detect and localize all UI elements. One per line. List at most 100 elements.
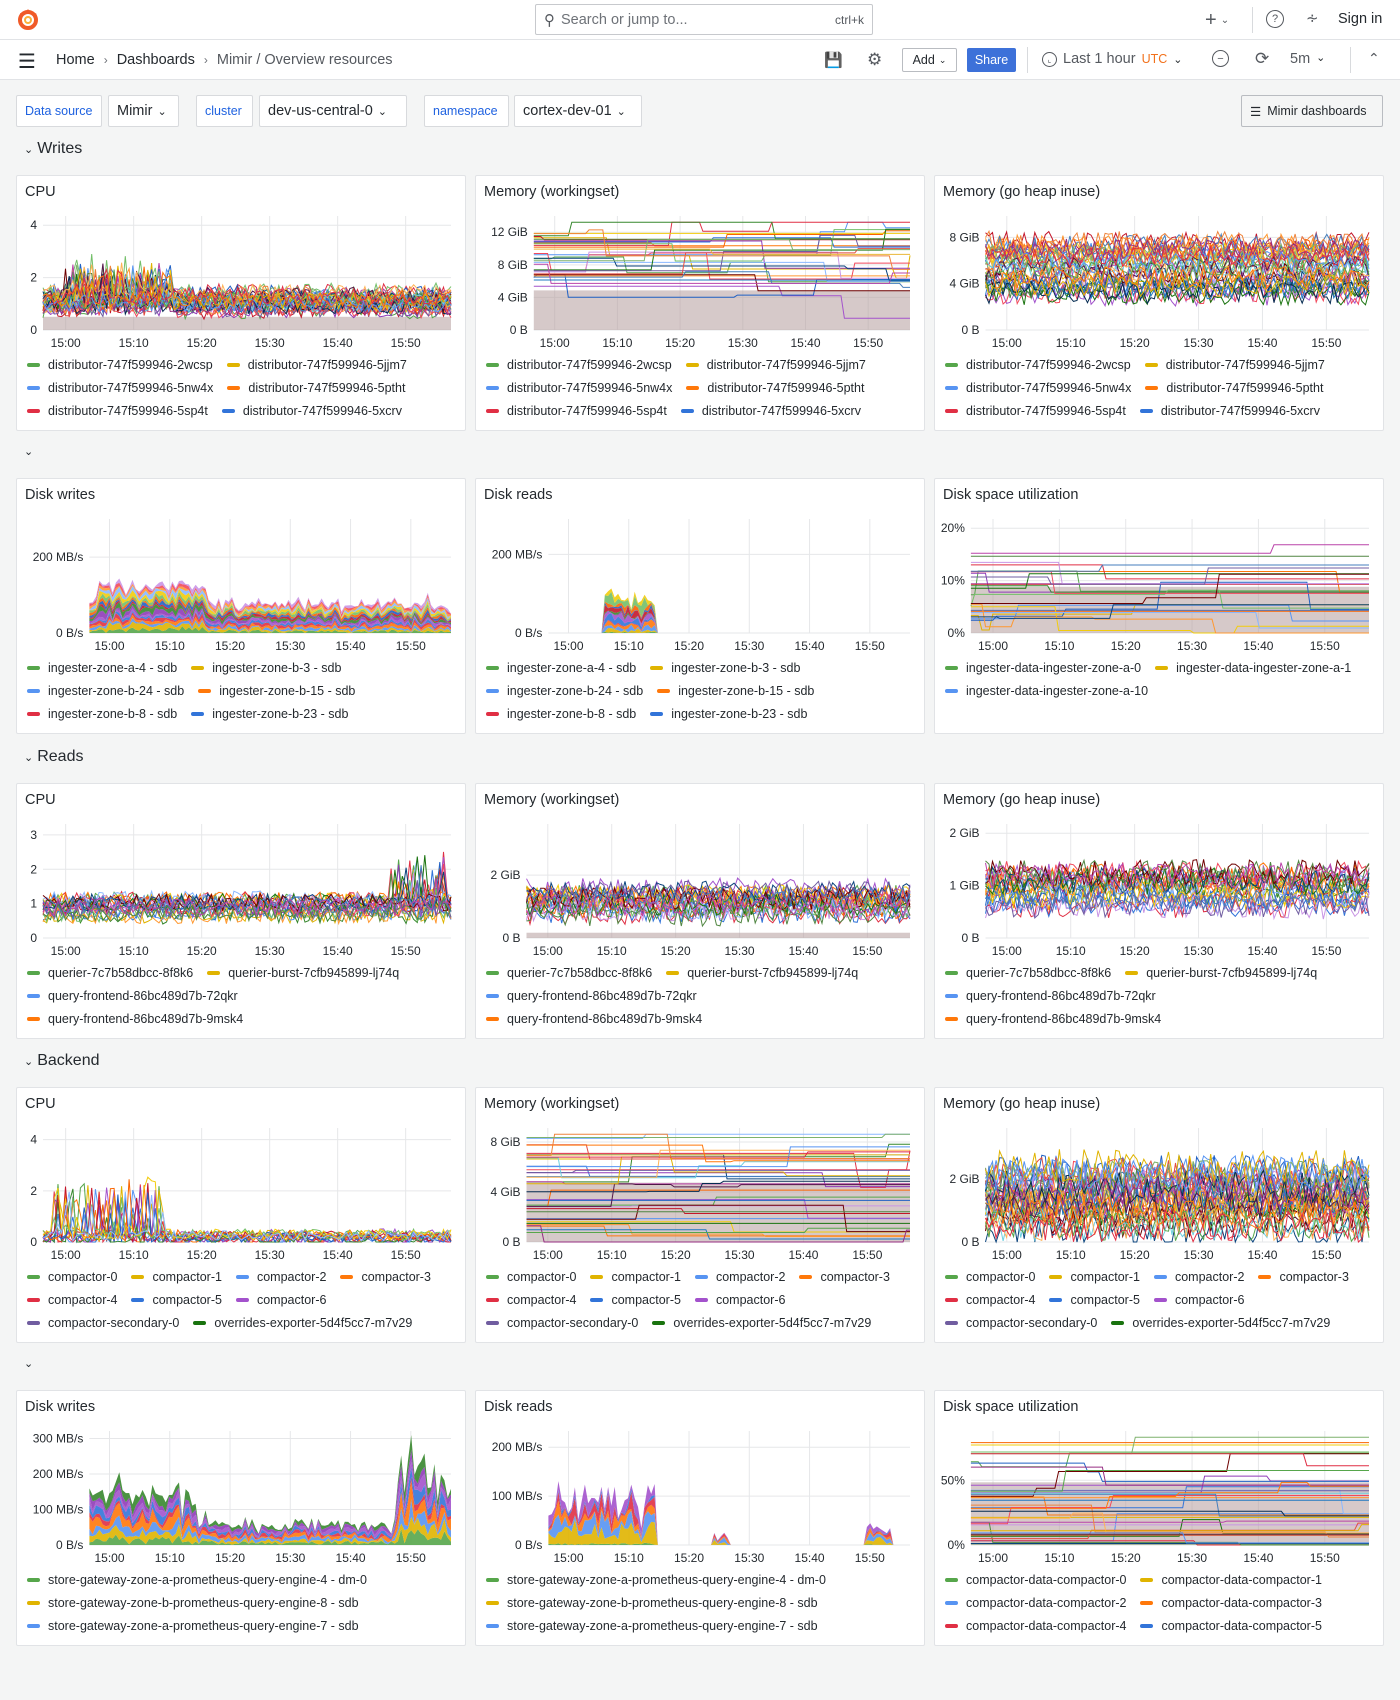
row-collapse-toggle[interactable]: ⌄	[24, 1357, 33, 1370]
namespace-select[interactable]: cortex-dev-01 ⌄	[514, 95, 642, 127]
legend-item[interactable]: compactor-3	[340, 1268, 431, 1285]
legend-item[interactable]: compactor-4	[27, 1291, 117, 1308]
cluster-select[interactable]: dev-us-central-0 ⌄	[259, 95, 407, 127]
sign-in-link[interactable]: Sign in	[1338, 11, 1383, 27]
legend-item[interactable]: ingester-zone-b-3 - sdb	[650, 659, 800, 676]
legend-item[interactable]: distributor-747f599946-2wcsp	[945, 356, 1131, 373]
legend-item[interactable]: query-frontend-86bc489d7b-72qkr	[27, 987, 238, 1004]
panel-memory-workingset[interactable]: Memory (workingset) 0 B 2 GiB 15:00 15:10 15:…	[475, 783, 925, 1039]
legend-item[interactable]: compactor-data-compactor-3	[1140, 1594, 1322, 1611]
legend-item[interactable]: compactor-6	[694, 1291, 785, 1308]
legend-item[interactable]: distributor-747f599946-5jjm7	[226, 356, 407, 373]
chart[interactable]: 0 B 2 GiB 15:00 15:10 15:20 15:30 15:40 15:50	[476, 818, 926, 964]
row-writes[interactable]: ⌄ Writes	[24, 140, 82, 158]
legend-item[interactable]: distributor-747f599946-5xcrv	[221, 402, 402, 419]
legend-item[interactable]: querier-burst-7cfb945899-lj74q	[207, 964, 399, 981]
legend-item[interactable]: compactor-2	[235, 1268, 326, 1285]
legend-item[interactable]: ingester-zone-b-23 - sdb	[191, 705, 348, 722]
help-icon[interactable]: ?	[1266, 10, 1284, 28]
legend-item[interactable]: compactor-5	[1049, 1291, 1140, 1308]
legend-item[interactable]: compactor-1	[131, 1268, 222, 1285]
save-icon[interactable]: 💾	[824, 52, 843, 69]
panel-memory-go-heap-inuse[interactable]: Memory (go heap inuse) 0 B 1 GiB 2 GiB 15:00…	[934, 783, 1384, 1039]
legend-item[interactable]: querier-7c7b58dbcc-8f8k6	[945, 964, 1111, 981]
panel-memory-workingset[interactable]: Memory (workingset) 0 B 4 GiB 8 GiB 15:00 15:…	[475, 1087, 925, 1343]
panel-disk-reads[interactable]: Disk reads 0 B/s 100 MB/s 200 MB/s 15:00 15:1…	[475, 1390, 925, 1646]
legend-item[interactable]: distributor-747f599946-2wcsp	[486, 356, 672, 373]
panel-disk-space-utilization[interactable]: Disk space utilization 0% 10% 20% 15:00 15:10…	[934, 478, 1384, 734]
news-feed-icon[interactable]: ∻	[1306, 10, 1319, 27]
chart[interactable]: 0 1 2 3 15:00 15:10 15:20 15:30 15:40 15:50	[17, 818, 467, 964]
legend-item[interactable]: overrides-exporter-5d4f5cc7-m7v29	[193, 1314, 412, 1331]
legend-item[interactable]: compactor-data-compactor-5	[1140, 1617, 1322, 1634]
legend-item[interactable]: compactor-5	[131, 1291, 222, 1308]
legend-item[interactable]: compactor-1	[1049, 1268, 1140, 1285]
legend-item[interactable]: ingester-zone-a-4 - sdb	[486, 659, 636, 676]
breadcrumb-home[interactable]: Home	[56, 52, 95, 68]
chart[interactable]: 0 B 4 GiB 8 GiB 15:00 15:10 15:20 15:30 15:40 15…	[476, 1122, 926, 1268]
legend-item[interactable]: store-gateway-zone-b-prometheus-query-en…	[27, 1594, 359, 1611]
chart[interactable]: 0% 50% 15:00 15:10 15:20 15:30 15:40 15:50	[935, 1425, 1385, 1571]
zoom-out-icon[interactable]: −	[1212, 50, 1229, 67]
legend-item[interactable]: compactor-5	[590, 1291, 681, 1308]
legend-item[interactable]: compactor-2	[1153, 1268, 1244, 1285]
legend-item[interactable]: compactor-3	[799, 1268, 890, 1285]
legend-item[interactable]: distributor-747f599946-5xcrv	[680, 402, 861, 419]
legend-item[interactable]: ingester-data-ingester-zone-a-10	[945, 682, 1148, 699]
legend-item[interactable]: querier-7c7b58dbcc-8f8k6	[27, 964, 193, 981]
add-new-button[interactable]: + ⌄	[1205, 9, 1230, 31]
chart[interactable]: 0 2 4 15:00 15:10 15:20 15:30 15:40 15:50	[17, 210, 467, 356]
legend-item[interactable]: compactor-data-compactor-4	[945, 1617, 1126, 1634]
legend-item[interactable]: compactor-6	[235, 1291, 326, 1308]
chart[interactable]: 0 B/s 100 MB/s 200 MB/s 15:00 15:10 15:20 15:3…	[476, 1425, 926, 1571]
legend-item[interactable]: ingester-data-ingester-zone-a-1	[1155, 659, 1351, 676]
menu-icon[interactable]: ☰	[18, 51, 36, 73]
legend-item[interactable]: ingester-data-ingester-zone-a-0	[945, 659, 1141, 676]
legend-item[interactable]: distributor-747f599946-5ptht	[1145, 379, 1323, 396]
legend-item[interactable]: compactor-1	[590, 1268, 681, 1285]
legend-item[interactable]: querier-7c7b58dbcc-8f8k6	[486, 964, 652, 981]
legend-item[interactable]: query-frontend-86bc489d7b-9msk4	[486, 1010, 702, 1027]
legend-item[interactable]: compactor-0	[945, 1268, 1035, 1285]
chart[interactable]: 0 2 4 15:00 15:10 15:20 15:30 15:40 15:50	[17, 1122, 467, 1268]
legend-item[interactable]: compactor-secondary-0	[945, 1314, 1097, 1331]
legend-item[interactable]: distributor-747f599946-5ptht	[227, 379, 405, 396]
row-backend[interactable]: ⌄ Backend	[24, 1052, 99, 1070]
panel-disk-space-utilization[interactable]: Disk space utilization 0% 50% 15:00 15:10 15:…	[934, 1390, 1384, 1646]
add-button[interactable]: Add ⌄	[902, 48, 957, 72]
legend-item[interactable]: ingester-zone-b-24 - sdb	[486, 682, 643, 699]
time-picker[interactable]: ⌞ Last 1 hour UTC ⌄	[1042, 51, 1182, 67]
legend-item[interactable]: ingester-zone-b-8 - sdb	[486, 705, 636, 722]
legend-item[interactable]: compactor-0	[27, 1268, 117, 1285]
legend-item[interactable]: distributor-747f599946-2wcsp	[27, 356, 213, 373]
legend-item[interactable]: overrides-exporter-5d4f5cc7-m7v29	[1111, 1314, 1330, 1331]
legend-item[interactable]: distributor-747f599946-5ptht	[686, 379, 864, 396]
legend-item[interactable]: overrides-exporter-5d4f5cc7-m7v29	[652, 1314, 871, 1331]
panel-memory-go-heap-inuse[interactable]: Memory (go heap inuse) 0 B 2 GiB 15:00 15:10…	[934, 1087, 1384, 1343]
legend-item[interactable]: distributor-747f599946-5sp4t	[27, 402, 208, 419]
panel-cpu[interactable]: CPU 0 2 4 15:00 15:10 15:20 15:30 15:40 15:50 comp…	[16, 1087, 466, 1343]
legend-item[interactable]: query-frontend-86bc489d7b-9msk4	[27, 1010, 243, 1027]
panel-memory-go-heap-inuse[interactable]: Memory (go heap inuse) 0 B 4 GiB 8 GiB 15:00…	[934, 175, 1384, 431]
search-input[interactable]: ⚲ Search or jump to... ctrl+k	[535, 4, 873, 35]
legend-item[interactable]: distributor-747f599946-5nw4x	[27, 379, 213, 396]
legend-item[interactable]: ingester-zone-a-4 - sdb	[27, 659, 177, 676]
legend-item[interactable]: ingester-zone-b-23 - sdb	[650, 705, 807, 722]
panel-disk-writes[interactable]: Disk writes 0 B/s 100 MB/s 200 MB/s 300 MB/s…	[16, 1390, 466, 1646]
legend-item[interactable]: ingester-zone-b-3 - sdb	[191, 659, 341, 676]
chart[interactable]: 0% 10% 20% 15:00 15:10 15:20 15:30 15:40 15:50	[935, 513, 1385, 659]
legend-item[interactable]: ingester-zone-b-15 - sdb	[198, 682, 355, 699]
legend-item[interactable]: compactor-data-compactor-1	[1140, 1571, 1322, 1588]
grafana-logo[interactable]	[16, 7, 40, 33]
panel-disk-reads[interactable]: Disk reads 0 B/s 200 MB/s 15:00 15:10 15:20 15…	[475, 478, 925, 734]
legend-item[interactable]: distributor-747f599946-5nw4x	[486, 379, 672, 396]
legend-item[interactable]: query-frontend-86bc489d7b-9msk4	[945, 1010, 1161, 1027]
chart[interactable]: 0 B/s 200 MB/s 15:00 15:10 15:20 15:30 15:40 15…	[476, 513, 926, 659]
share-button[interactable]: Share	[967, 48, 1016, 72]
legend-item[interactable]: querier-burst-7cfb945899-lj74q	[666, 964, 858, 981]
legend-item[interactable]: compactor-4	[486, 1291, 576, 1308]
datasource-select[interactable]: Mimir ⌄	[108, 95, 179, 127]
legend-item[interactable]: compactor-4	[945, 1291, 1035, 1308]
chart[interactable]: 0 B 1 GiB 2 GiB 15:00 15:10 15:20 15:30 15:40 15…	[935, 818, 1385, 964]
legend-item[interactable]: compactor-secondary-0	[27, 1314, 179, 1331]
